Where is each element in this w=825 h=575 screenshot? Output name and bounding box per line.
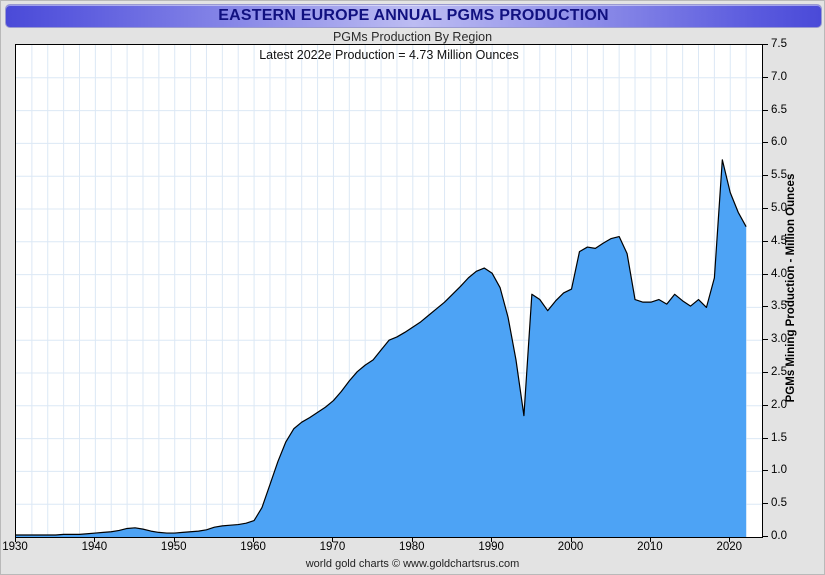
y-tick-label: 2.0 xyxy=(771,398,787,411)
x-tick-mark xyxy=(173,537,175,542)
y-tick-label: 7.0 xyxy=(771,70,787,83)
x-tick-mark xyxy=(15,537,16,542)
y-tick-mark xyxy=(762,372,768,373)
y-tick-label: 4.5 xyxy=(771,234,787,247)
x-tick-label: 1980 xyxy=(399,541,425,553)
area-series-fill xyxy=(16,159,747,537)
x-tick-mark xyxy=(94,537,96,542)
y-tick-label: 5.0 xyxy=(771,202,787,214)
chart-subtitle: PGMs Production By Region xyxy=(332,30,493,44)
y-tick-mark xyxy=(762,306,768,308)
plot-area xyxy=(15,44,763,538)
y-tick-label: 6.5 xyxy=(771,103,787,116)
y-tick-mark xyxy=(762,240,768,242)
y-tick-mark xyxy=(762,470,768,472)
x-tick-label: 2000 xyxy=(557,541,584,553)
window-titlebar: EASTERN EUROPE ANNUAL PGMS PRODUCTION xyxy=(5,4,822,28)
y-tick-mark xyxy=(762,404,768,406)
y-tick-label: 5.5 xyxy=(771,169,787,182)
y-tick-label: 7.5 xyxy=(771,38,787,50)
y-tick-mark xyxy=(762,273,768,275)
x-tick-mark xyxy=(411,537,413,542)
x-tick-label: 1970 xyxy=(319,541,346,553)
y-tick-label: 1.5 xyxy=(771,431,787,444)
y-tick-label: 1.0 xyxy=(771,464,787,477)
x-tick-label: 2020 xyxy=(716,541,743,553)
y-tick-mark xyxy=(762,536,768,537)
y-tick-mark xyxy=(762,208,768,209)
x-tick-mark xyxy=(332,537,334,542)
x-tick-mark xyxy=(729,537,731,542)
window-title: EASTERN EUROPE ANNUAL PGMS PRODUCTION xyxy=(218,7,609,24)
y-tick-label: 2.5 xyxy=(771,366,787,378)
chart-footer-credit: world gold charts © www.goldchartsrus.co… xyxy=(305,558,520,570)
x-tick-mark xyxy=(253,537,255,542)
y-tick-label: 3.0 xyxy=(771,333,787,346)
chart-annotation: Latest 2022e Production = 4.73 Million O… xyxy=(259,48,519,62)
x-tick-label: 1960 xyxy=(240,541,266,553)
y-tick-mark xyxy=(762,109,768,111)
y-tick-mark xyxy=(762,503,768,505)
x-tick-label: 1990 xyxy=(478,541,504,553)
y-tick-mark xyxy=(762,339,768,341)
y-tick-label: 0.0 xyxy=(771,530,787,542)
x-tick-label: 1930 xyxy=(2,541,28,553)
y-tick-mark xyxy=(762,142,768,144)
y-tick-label: 6.0 xyxy=(771,136,787,149)
y-tick-label: 0.5 xyxy=(771,497,787,510)
y-tick-mark xyxy=(762,175,768,177)
x-tick-label: 1940 xyxy=(81,541,108,553)
x-tick-mark xyxy=(649,537,651,542)
y-tick-mark xyxy=(762,76,768,78)
y-axis-title: PGMs Mining Production - Million Ounces xyxy=(785,173,797,402)
chart-svg xyxy=(16,45,762,537)
y-tick-mark xyxy=(762,44,768,45)
area-series-line xyxy=(16,159,747,536)
x-tick-label: 2010 xyxy=(637,541,663,553)
y-tick-label: 4.0 xyxy=(771,267,787,280)
x-tick-label: 1950 xyxy=(160,541,187,553)
y-tick-label: 3.5 xyxy=(771,300,787,313)
x-tick-mark xyxy=(570,537,572,542)
y-tick-mark xyxy=(762,437,768,439)
x-tick-mark xyxy=(491,537,493,542)
